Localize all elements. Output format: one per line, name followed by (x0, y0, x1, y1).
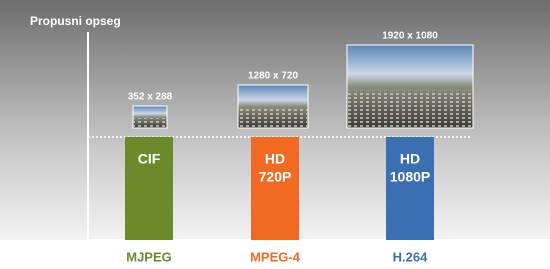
resolution-label: 352 x 288 (128, 92, 173, 103)
bar-label: HD (400, 151, 420, 167)
bar-label: 720P (259, 169, 292, 185)
bar-label: CIF (138, 151, 161, 167)
photo-detail (133, 118, 167, 128)
codec-label: MPEG-4 (250, 249, 301, 264)
axis-label: Propusni opseg (30, 14, 121, 28)
bar-label: 1080P (390, 169, 430, 185)
photo-detail (347, 91, 473, 128)
resolution-label: 1920 x 1080 (382, 31, 438, 42)
resolution-label: 1280 x 720 (248, 71, 298, 82)
codec-label: H.264 (393, 249, 428, 264)
diagram: Propusni opseg CIF 352 x 288 MJPEG HD 720P 12… (0, 0, 550, 269)
codec-label: MJPEG (126, 249, 172, 264)
bar-label: HD (265, 151, 285, 167)
photo-detail (238, 109, 308, 128)
